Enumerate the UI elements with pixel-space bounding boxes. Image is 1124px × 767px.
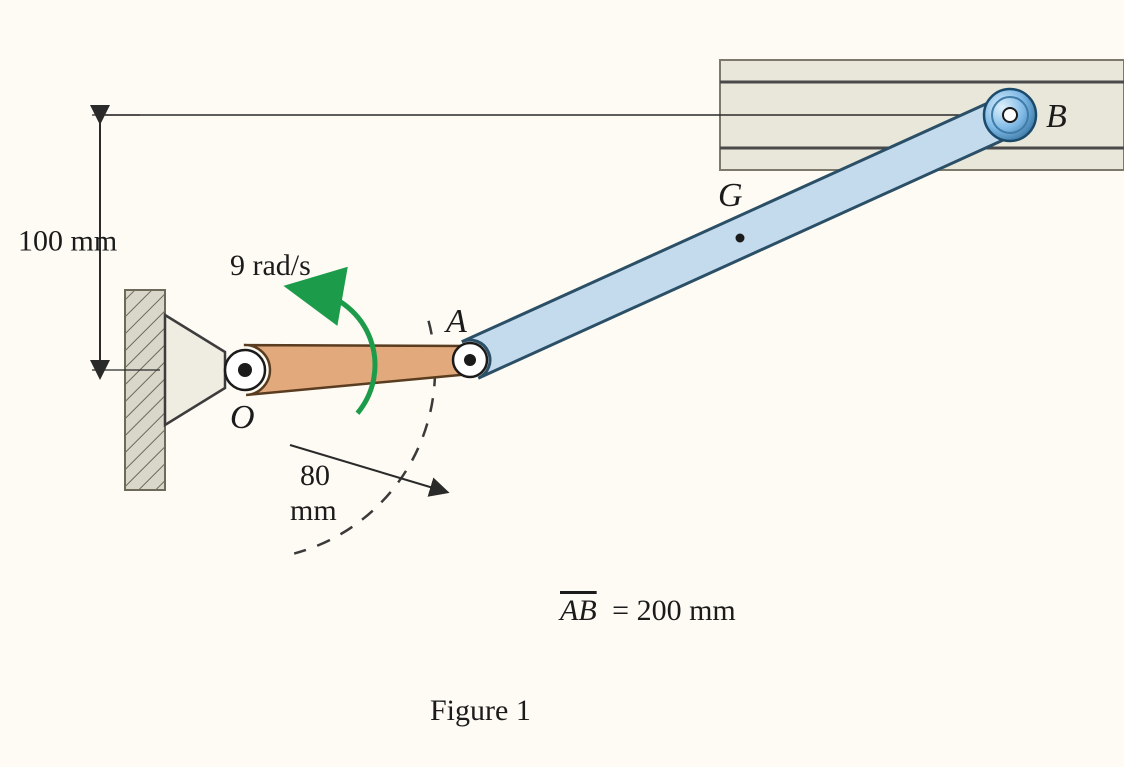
length-AB-symbol: AB — [558, 594, 597, 627]
length-AB-value: = 200 mm — [612, 594, 736, 627]
label-B: B — [1046, 98, 1067, 135]
pin-O — [225, 350, 265, 390]
dimension-unit-mm: mm — [290, 494, 337, 527]
label-A: A — [444, 303, 467, 340]
wall-support — [125, 290, 225, 490]
pin-A — [453, 343, 487, 377]
label-O: O — [230, 399, 255, 436]
point-G — [736, 234, 745, 243]
dimension-AB: AB = 200 mm — [558, 594, 736, 627]
dimension-OA: 80 mm — [290, 445, 440, 527]
angular-velocity-label: 9 rad/s — [230, 249, 311, 282]
dimension-label-100mm: 100 mm — [18, 225, 117, 258]
link-OA — [244, 345, 471, 395]
svg-text:AB = 200 mm: AB = 200 mm — [558, 594, 736, 627]
mechanism-diagram: 100 mm 9 rad/s 80 mm O A B G — [0, 0, 1124, 767]
label-G: G — [718, 177, 743, 214]
dimension-label-80: 80 — [300, 459, 330, 492]
figure-caption: Figure 1 — [430, 694, 531, 727]
roller-B — [984, 89, 1036, 141]
